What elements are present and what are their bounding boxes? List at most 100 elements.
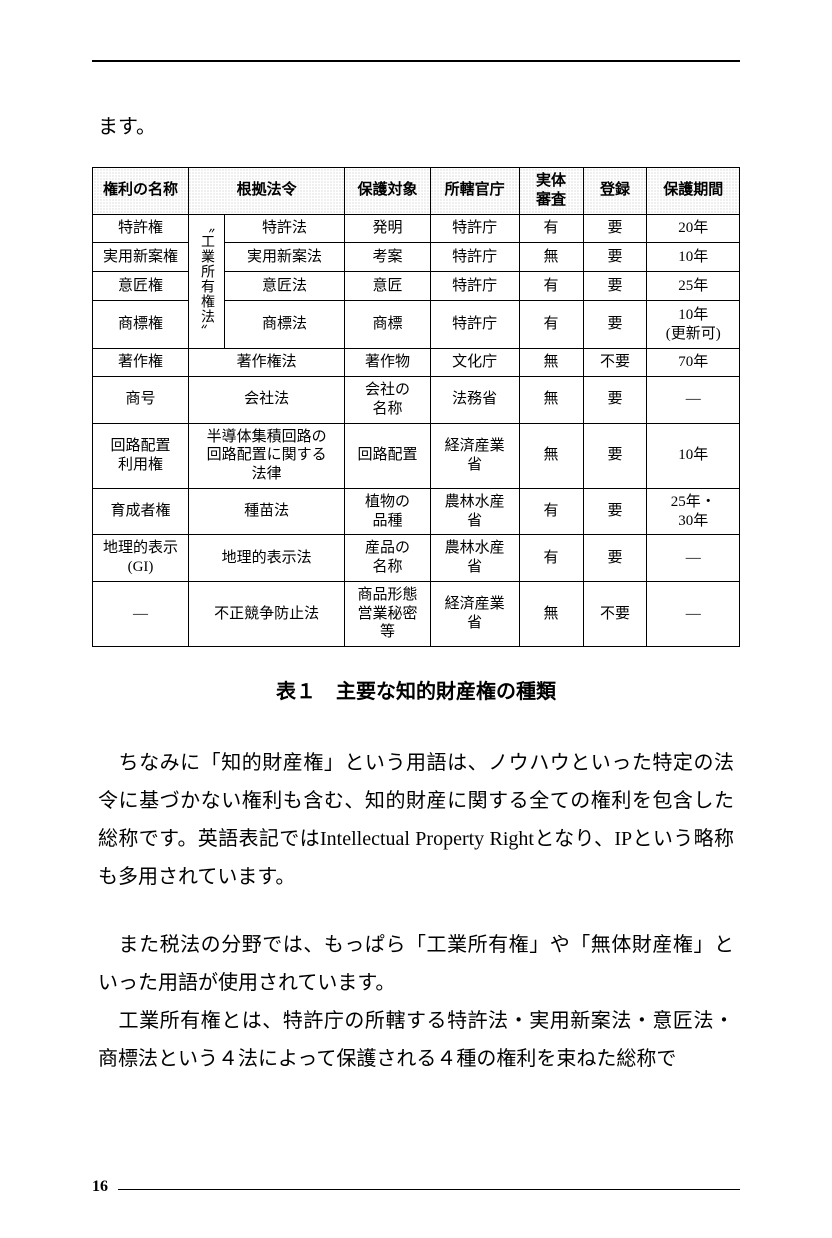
- table-header-row: 権利の名称 根拠法令 保護対象 所轄官庁 実体審査 登録 保護期間: [93, 168, 740, 215]
- cell-reg: 要: [583, 214, 647, 243]
- cell-agency: 特許庁: [430, 300, 519, 348]
- cell-reg: 要: [583, 300, 647, 348]
- cell-reg: 要: [583, 243, 647, 272]
- cell-exam: 有: [519, 488, 583, 535]
- cell-law: 半導体集積回路の回路配置に関する法律: [188, 423, 344, 488]
- th-exam: 実体審査: [519, 168, 583, 215]
- cell-exam: 無: [519, 581, 583, 646]
- cell-subject: 発明: [345, 214, 430, 243]
- cell-subject: 回路配置: [345, 423, 430, 488]
- table-row: 特許権 〝工業所有権法〟 特許法 発明 特許庁 有 要 20年: [93, 214, 740, 243]
- th-reg: 登録: [583, 168, 647, 215]
- cell-exam: 無: [519, 349, 583, 377]
- cell-reg: 要: [583, 377, 647, 424]
- cell-subject: 会社の名称: [345, 377, 430, 424]
- cell-law: 特許法: [224, 214, 345, 243]
- cell-reg: 要: [583, 423, 647, 488]
- paragraph-1-text: ちなみに「知的財産権」という用語は、ノウハウといった特定の法令に基づかない権利も…: [98, 752, 734, 888]
- paragraph-2: また税法の分野では、もっぱら「工業所有権」や「無体財産権」といった用語が使用され…: [98, 926, 734, 1002]
- cell-period: 10年: [647, 423, 740, 488]
- cell-exam: 有: [519, 535, 583, 582]
- cell-law: 種苗法: [188, 488, 344, 535]
- cell-law: 商標法: [224, 300, 345, 348]
- cell-period: 70年: [647, 349, 740, 377]
- cell-agency: 法務省: [430, 377, 519, 424]
- cell-period: —: [647, 581, 740, 646]
- cell-law: 意匠法: [224, 272, 345, 301]
- footer-rule: [118, 1189, 740, 1190]
- cell-name: 意匠権: [93, 272, 189, 301]
- table-row: 地理的表示(GI) 地理的表示法 産品の名称 農林水産省 有 要 —: [93, 535, 740, 582]
- cell-reg: 不要: [583, 581, 647, 646]
- cell-name: 商号: [93, 377, 189, 424]
- cell-exam: 無: [519, 377, 583, 424]
- cell-period: 10年(更新可): [647, 300, 740, 348]
- cell-name: 特許権: [93, 214, 189, 243]
- cell-exam: 有: [519, 214, 583, 243]
- th-name: 権利の名称: [93, 168, 189, 215]
- cell-law: 不正競争防止法: [188, 581, 344, 646]
- cell-subject: 植物の品種: [345, 488, 430, 535]
- top-rule: [92, 60, 740, 62]
- cell-exam: 無: [519, 243, 583, 272]
- th-subject: 保護対象: [345, 168, 430, 215]
- cell-period: —: [647, 535, 740, 582]
- cell-agency: 特許庁: [430, 272, 519, 301]
- cell-subject: 商品形態営業秘密等: [345, 581, 430, 646]
- ip-rights-table: 権利の名称 根拠法令 保護対象 所轄官庁 実体審査 登録 保護期間 特許権 〝工…: [92, 167, 740, 647]
- cell-subject: 産品の名称: [345, 535, 430, 582]
- cell-law: 実用新案法: [224, 243, 345, 272]
- cell-period: 20年: [647, 214, 740, 243]
- cell-reg: 不要: [583, 349, 647, 377]
- cell-exam: 無: [519, 423, 583, 488]
- cell-reg: 要: [583, 272, 647, 301]
- cell-agency: 経済産業省: [430, 581, 519, 646]
- cell-name: 回路配置利用権: [93, 423, 189, 488]
- cell-agency: 文化庁: [430, 349, 519, 377]
- lead-line: ます。: [98, 110, 740, 139]
- cell-subject: 著作物: [345, 349, 430, 377]
- cell-reg: 要: [583, 535, 647, 582]
- table-row: 育成者権 種苗法 植物の品種 農林水産省 有 要 25年・30年: [93, 488, 740, 535]
- cell-agency: 特許庁: [430, 214, 519, 243]
- industrial-group-label: 〝工業所有権法〟: [199, 219, 214, 339]
- cell-name: 商標権: [93, 300, 189, 348]
- cell-agency: 経済産業省: [430, 423, 519, 488]
- cell-name: 地理的表示(GI): [93, 535, 189, 582]
- table-row: 回路配置利用権 半導体集積回路の回路配置に関する法律 回路配置 経済産業省 無 …: [93, 423, 740, 488]
- table-caption: 表１ 主要な知的財産権の種類: [92, 675, 740, 704]
- cell-law: 著作権法: [188, 349, 344, 377]
- cell-name: 実用新案権: [93, 243, 189, 272]
- cell-period: —: [647, 377, 740, 424]
- cell-exam: 有: [519, 300, 583, 348]
- page: ます。 権利の名称 根拠法令 保護対象 所轄官庁 実体審査 登録 保護期間 特許…: [0, 0, 832, 1238]
- cell-subject: 意匠: [345, 272, 430, 301]
- th-agency: 所轄官庁: [430, 168, 519, 215]
- cell-subject: 商標: [345, 300, 430, 348]
- cell-exam: 有: [519, 272, 583, 301]
- table-row: 著作権 著作権法 著作物 文化庁 無 不要 70年: [93, 349, 740, 377]
- cell-law: 会社法: [188, 377, 344, 424]
- table-row: 商号 会社法 会社の名称 法務省 無 要 —: [93, 377, 740, 424]
- table-row: — 不正競争防止法 商品形態営業秘密等 経済産業省 無 不要 —: [93, 581, 740, 646]
- page-footer: 16: [92, 1178, 740, 1196]
- paragraph-3: 工業所有権とは、特許庁の所轄する特許法・実用新案法・意匠法・商標法という４法によ…: [98, 1002, 734, 1078]
- cell-period: 25年・30年: [647, 488, 740, 535]
- cell-agency: 農林水産省: [430, 535, 519, 582]
- cell-name: 育成者権: [93, 488, 189, 535]
- cell-period: 10年: [647, 243, 740, 272]
- th-law: 根拠法令: [188, 168, 344, 215]
- cell-law: 地理的表示法: [188, 535, 344, 582]
- cell-name: —: [93, 581, 189, 646]
- cell-industrial-group: 〝工業所有権法〟: [188, 214, 224, 349]
- cell-subject: 考案: [345, 243, 430, 272]
- cell-agency: 特許庁: [430, 243, 519, 272]
- cell-reg: 要: [583, 488, 647, 535]
- paragraph-3-text: 工業所有権とは、特許庁の所轄する特許法・実用新案法・意匠法・商標法という４法によ…: [98, 1010, 734, 1070]
- paragraph-2-text: また税法の分野では、もっぱら「工業所有権」や「無体財産権」といった用語が使用され…: [98, 934, 734, 994]
- page-number: 16: [92, 1178, 108, 1196]
- cell-period: 25年: [647, 272, 740, 301]
- th-period: 保護期間: [647, 168, 740, 215]
- cell-name: 著作権: [93, 349, 189, 377]
- paragraph-1: ちなみに「知的財産権」という用語は、ノウハウといった特定の法令に基づかない権利も…: [98, 744, 734, 896]
